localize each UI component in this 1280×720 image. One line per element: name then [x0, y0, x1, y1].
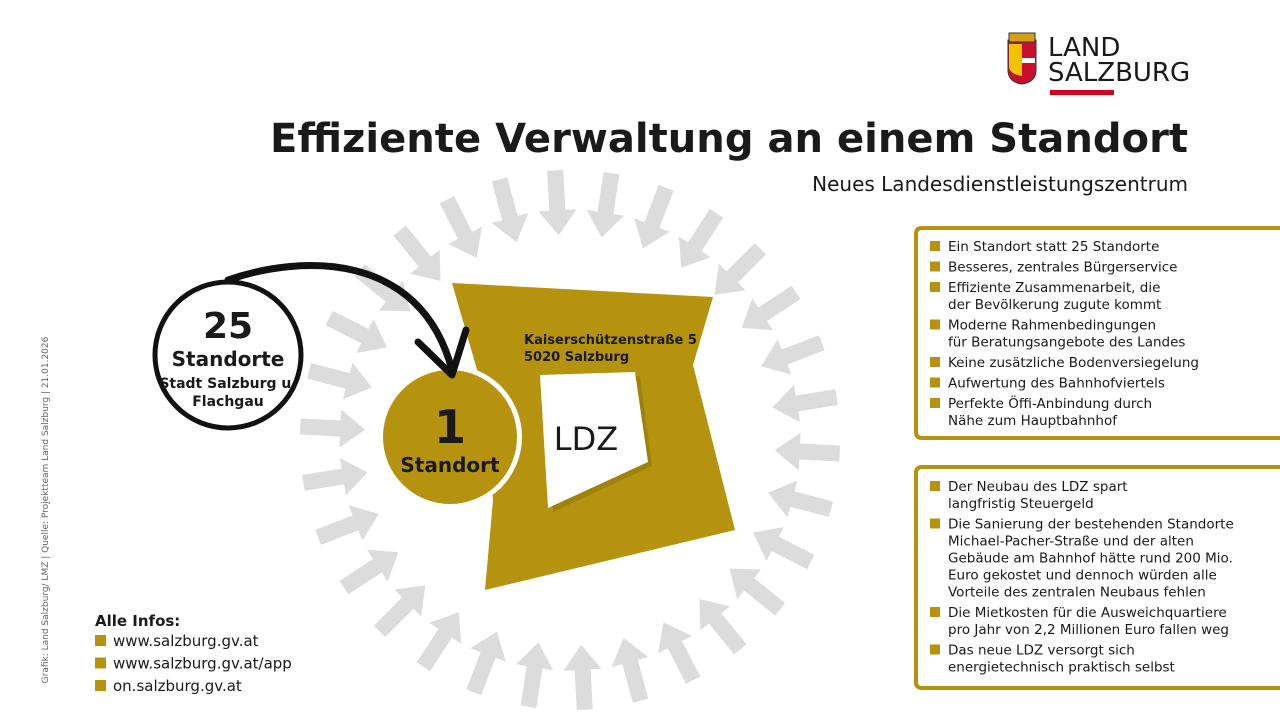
list-line: Effiziente Zusammenarbeit, die — [948, 280, 1160, 296]
bullet — [930, 241, 940, 251]
arrow — [393, 225, 441, 281]
arrow — [299, 409, 366, 448]
bullet — [930, 398, 940, 408]
arrow — [491, 177, 529, 243]
savings-box — [914, 465, 1280, 690]
list-line: Die Mietkosten für die Ausweichquartiere — [948, 605, 1227, 621]
arrow — [774, 432, 841, 471]
arrow — [339, 549, 399, 595]
arrow — [729, 568, 786, 616]
logo-line: LAND — [1048, 33, 1120, 63]
list-line: energietechnisch praktisch selbst — [948, 660, 1175, 676]
bullet — [930, 644, 940, 655]
arrow — [768, 480, 833, 518]
list-line: der Bevölkerung zugute kommt — [948, 297, 1161, 313]
arrow — [772, 384, 838, 423]
info-link: on.salzburg.gv.at — [113, 677, 242, 695]
building-name: LDZ — [554, 420, 618, 458]
arrow — [315, 505, 379, 545]
bullet — [930, 518, 940, 529]
after-circle — [383, 370, 517, 504]
info-link: www.salzburg.gv.at/app — [113, 655, 292, 673]
list-line: Die Sanierung der bestehenden Standorte — [948, 517, 1234, 533]
list-line: Moderne Rahmenbedingungen — [948, 318, 1156, 334]
arrow — [466, 631, 506, 696]
arrow — [634, 184, 674, 249]
arrow — [538, 170, 577, 236]
before-label: Standorte — [172, 347, 285, 371]
arrow — [761, 335, 825, 375]
arrow — [302, 457, 368, 496]
bullet — [95, 635, 106, 646]
subtitle: Neues Landesdienstleistungszentrum — [812, 172, 1188, 196]
arrow — [658, 622, 701, 684]
arrow — [307, 362, 372, 400]
arrow — [699, 599, 747, 655]
connector-arrow — [224, 262, 456, 374]
list-line: Euro gekostet und dennoch würden alle — [948, 568, 1217, 584]
bullet — [930, 319, 940, 330]
arrow — [563, 644, 602, 710]
list-line: Der Neubau des LDZ spart — [948, 479, 1128, 495]
arrow — [752, 527, 815, 570]
list-line: Das neue LDZ versorgt sich — [948, 643, 1135, 659]
address-line: 5020 Salzburg — [524, 350, 629, 365]
logo: LAND SALZBURG — [1007, 32, 1190, 95]
arrow — [678, 208, 724, 268]
building-window — [540, 372, 648, 508]
bullet — [930, 481, 940, 491]
info-title: Alle Infos: — [95, 612, 180, 630]
after-count: 1 — [434, 400, 466, 454]
before-count: 25 — [203, 306, 253, 347]
after-label: Standort — [400, 453, 500, 477]
list-line: Vorteile des zentralen Neubaus fehlen — [948, 585, 1206, 601]
bullet — [930, 261, 940, 272]
list-line: Aufwertung des Bahnhofviertels — [948, 376, 1165, 392]
list-line: Besseres, zentrales Bürgerservice — [948, 260, 1177, 276]
bullet — [930, 607, 940, 617]
arrow — [714, 243, 767, 295]
bullet — [930, 282, 940, 292]
side-note: Grafik: Land Salzburg/ LMZ | Quelle: Pro… — [41, 336, 51, 683]
list-line: Nähe zum Hauptbahnhof — [948, 413, 1118, 429]
bullet — [930, 357, 940, 367]
list-line: Ein Standort statt 25 Standorte — [948, 239, 1159, 255]
arrow — [373, 585, 426, 637]
arrow-ring — [299, 170, 841, 710]
before-detail: Stadt Salzburg u. — [159, 376, 296, 392]
list-line: Michael-Pacher-Straße und der alten — [948, 534, 1194, 550]
logo-line: SALZBURG — [1048, 58, 1190, 88]
before-detail: Flachgau — [192, 394, 264, 410]
list-line: langfristig Steuergeld — [948, 496, 1094, 512]
list-line: Gebäude am Bahnhof hätte rund 200 Mio. — [948, 551, 1233, 567]
address-line: Kaiserschützenstraße 5 — [524, 333, 697, 348]
arrow — [325, 310, 388, 353]
arrow — [439, 196, 482, 258]
bullet — [930, 377, 940, 388]
bullet — [95, 680, 106, 691]
title: Effiziente Verwaltung an einem Standort — [270, 116, 1188, 162]
bullet — [95, 657, 106, 669]
arrow — [586, 172, 625, 238]
arrow — [611, 637, 649, 703]
arrow — [416, 612, 462, 672]
info-link: www.salzburg.gv.at — [113, 632, 259, 650]
list-line: pro Jahr von 2,2 Millionen Euro fallen w… — [948, 622, 1229, 638]
list-line: Keine zusätzliche Bodenversiegelung — [948, 355, 1199, 371]
arrow — [515, 642, 554, 708]
arrow — [741, 285, 801, 331]
list-line: Perfekte Öffi-Anbindung durch — [948, 394, 1152, 412]
benefits-box — [914, 226, 1280, 440]
list-line: für Beratungsangebote des Landes — [948, 335, 1185, 351]
